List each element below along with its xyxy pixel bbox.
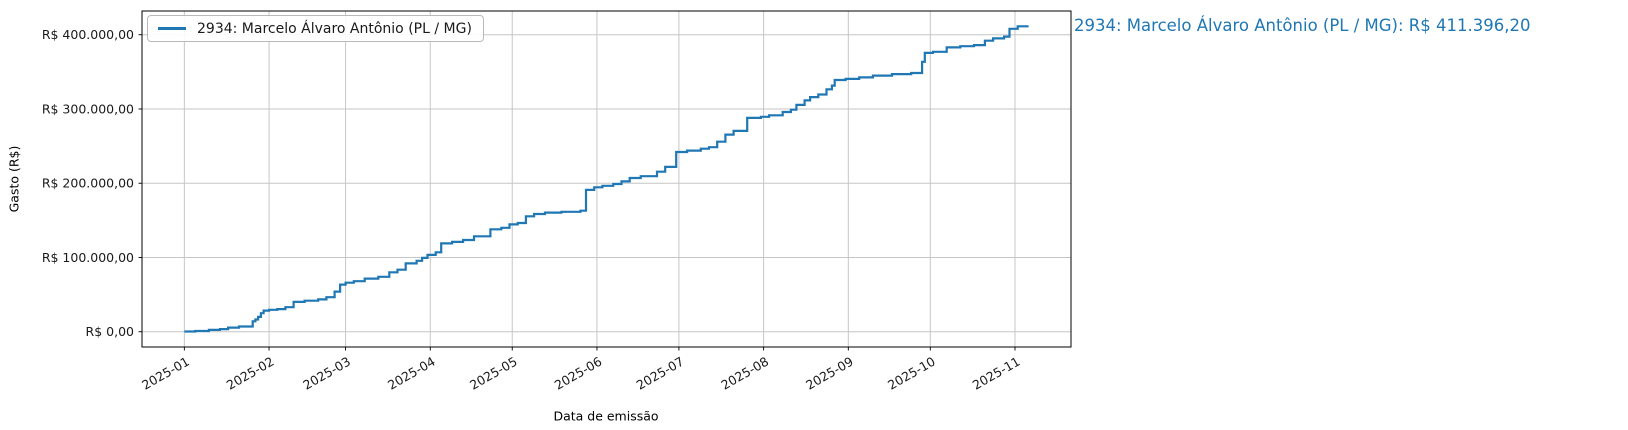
y-tick-label: R$ 0,00 xyxy=(86,324,134,339)
y-tick-label: R$ 300.000,00 xyxy=(42,101,134,116)
x-tick-label: 2025-07 xyxy=(634,354,687,393)
legend-label: 2934: Marcelo Álvaro Antônio (PL / MG) xyxy=(197,20,472,37)
legend-line-swatch-icon xyxy=(158,27,186,30)
y-tick-label: R$ 100.000,00 xyxy=(42,250,134,265)
plot-border xyxy=(141,10,1072,348)
tick-marks xyxy=(138,34,1016,351)
x-tick-label: 2025-09 xyxy=(803,354,856,393)
tick-labels: 2025-01 2025-02 2025-03 2025-04 2025-05 2025-… xyxy=(42,27,1023,392)
y-axis-title: Gasto (R$) xyxy=(6,145,22,213)
x-tick-label: 2025-04 xyxy=(385,354,438,393)
x-tick-label: 2025-05 xyxy=(467,354,520,393)
y-tick-label: R$ 400.000,00 xyxy=(42,27,134,42)
x-tick-label: 2025-06 xyxy=(552,354,605,393)
gridlines xyxy=(142,11,1071,347)
series-total-annotation: 2934: Marcelo Álvaro Antônio (PL / MG): … xyxy=(1074,16,1531,35)
x-tick-label: 2025-03 xyxy=(300,354,353,393)
x-tick-label: 2025-10 xyxy=(885,354,938,393)
series-line xyxy=(184,25,1029,333)
x-tick-label: 2025-02 xyxy=(224,354,277,393)
y-tick-label: R$ 200.000,00 xyxy=(42,176,134,191)
x-tick-label: 2025-11 xyxy=(970,354,1023,393)
legend: 2934: Marcelo Álvaro Antônio (PL / MG) xyxy=(147,15,484,42)
x-tick-label: 2025-01 xyxy=(139,354,192,393)
x-tick-label: 2025-08 xyxy=(718,354,771,393)
x-axis-title: Data de emissão xyxy=(553,408,659,424)
axes xyxy=(141,10,1072,348)
